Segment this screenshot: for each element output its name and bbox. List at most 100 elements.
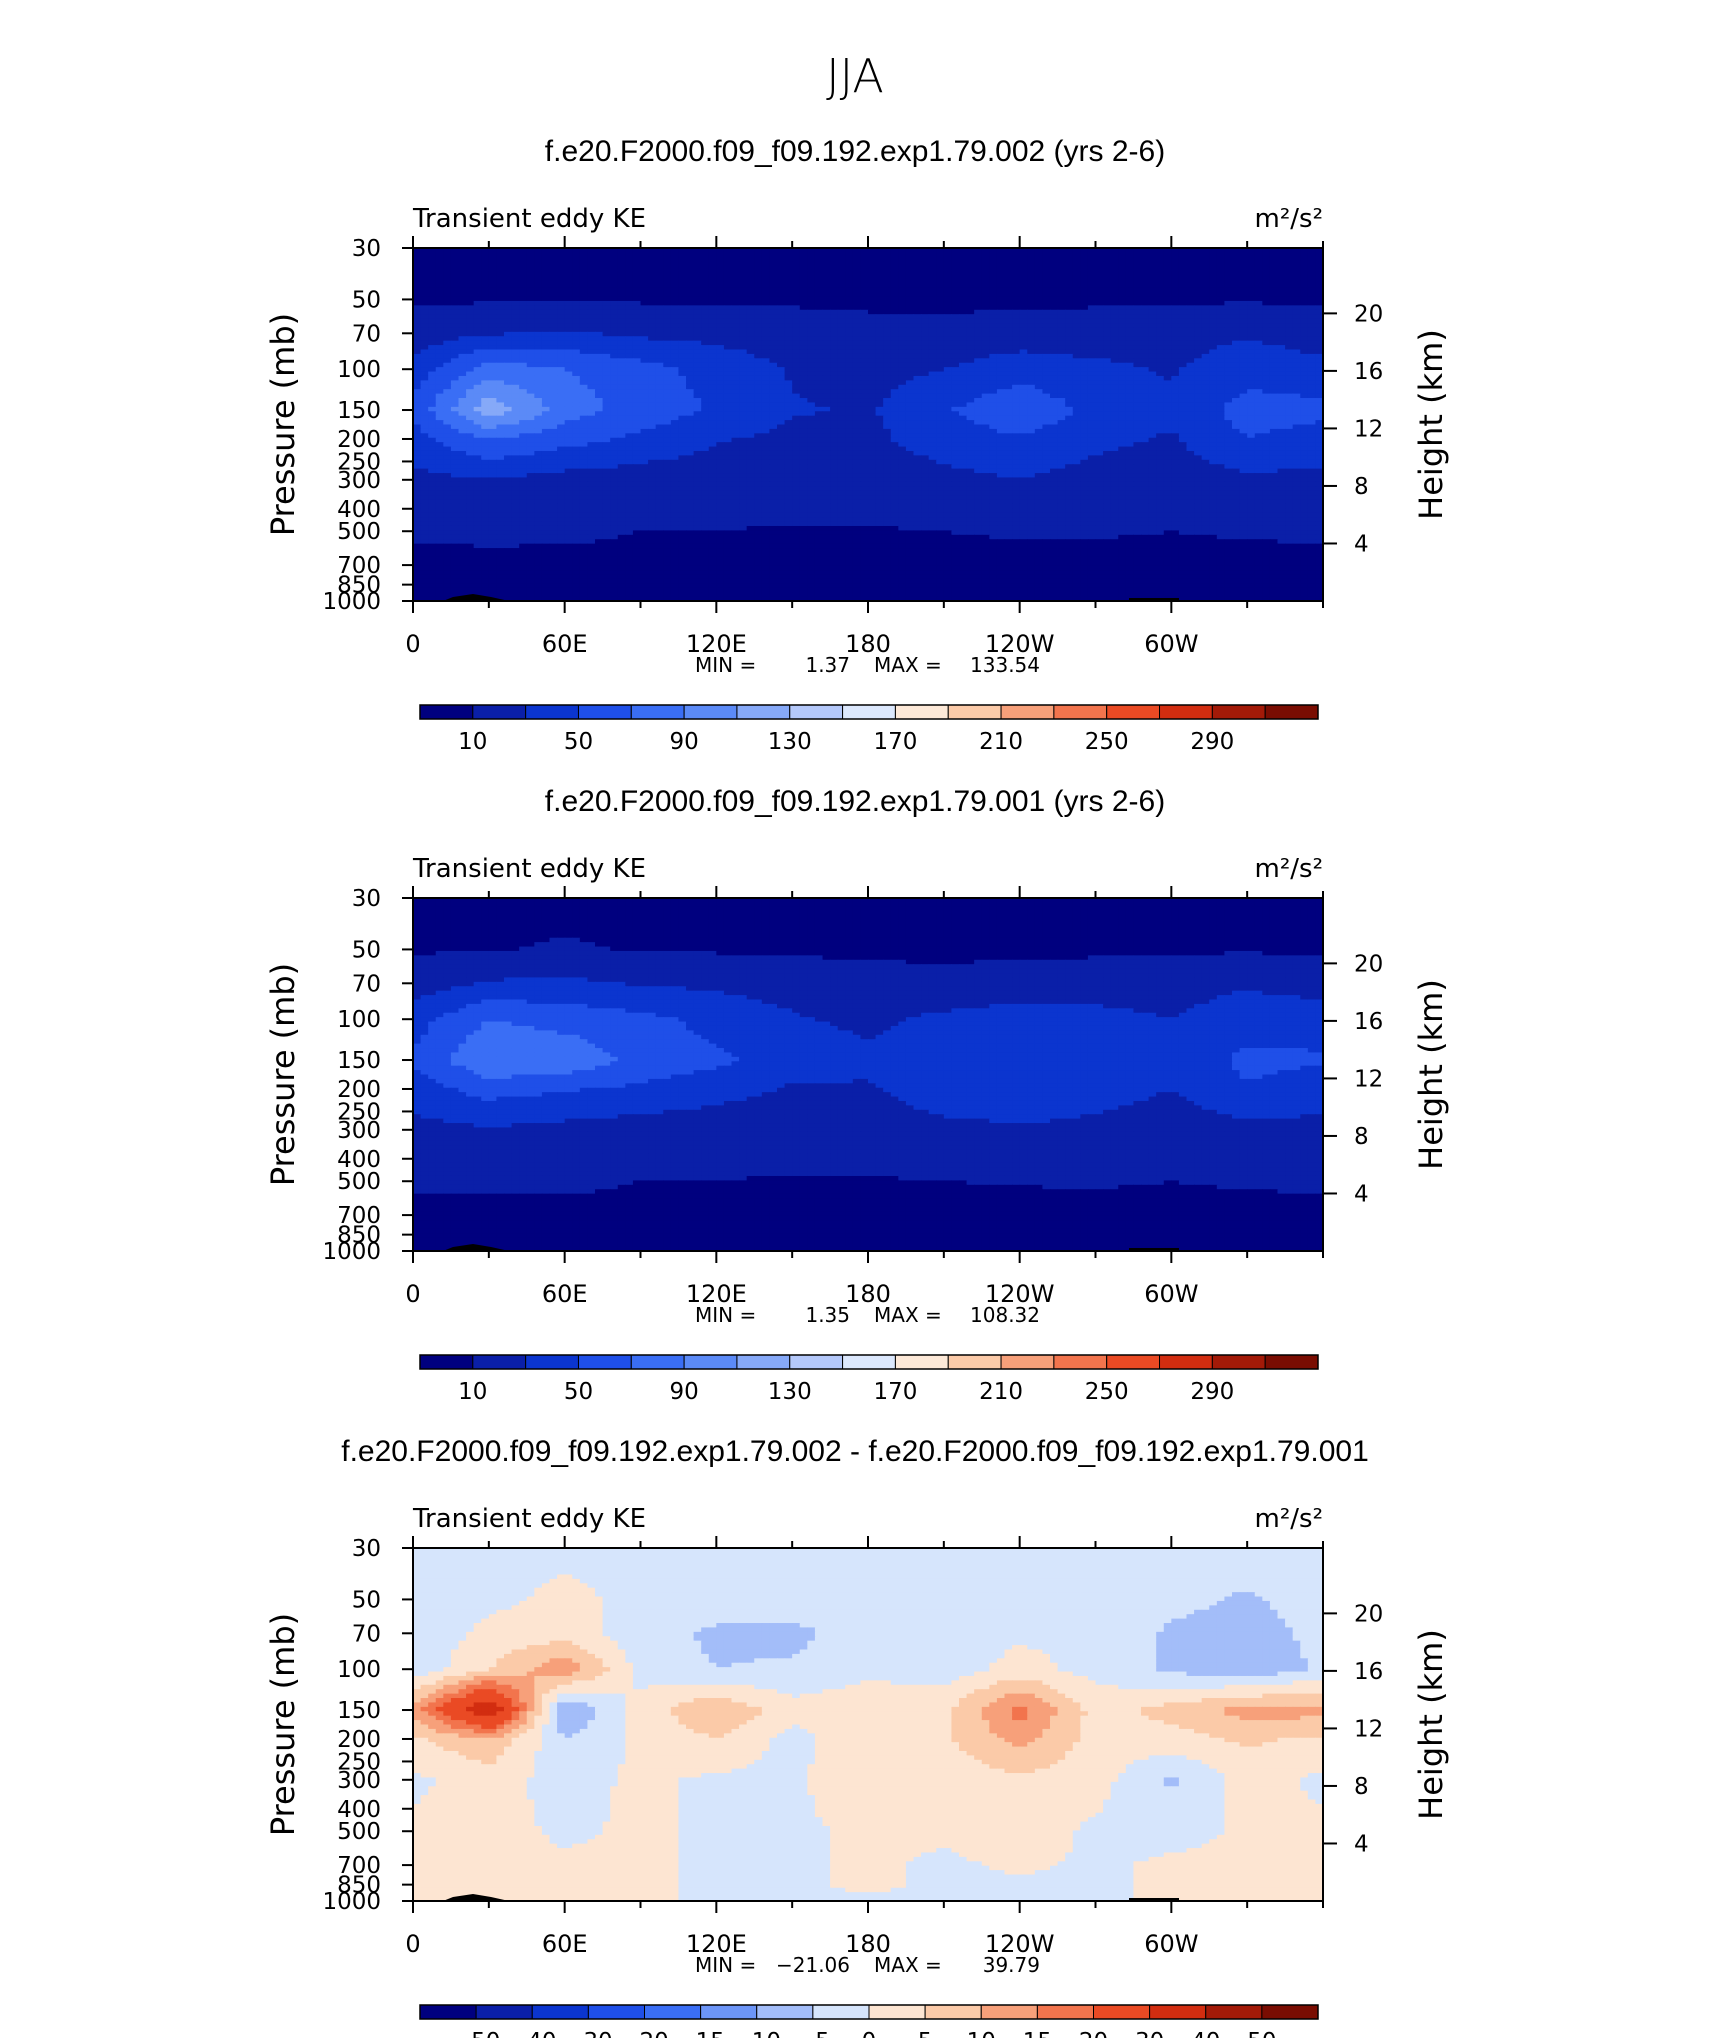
field-cell [1308,327,1316,332]
field-cell [1171,270,1179,275]
field-cell [807,301,815,306]
field-cell [989,310,997,315]
field-cell [572,314,580,319]
field-cell [504,266,512,271]
field-cell [906,297,914,302]
field-cell [830,367,838,372]
field-cell [527,341,535,346]
field-cell [936,323,944,328]
field-cell [443,358,451,363]
field-cell [580,332,588,337]
field-cell [1149,261,1157,266]
field-cell [527,349,535,354]
field-cell [898,297,906,302]
field-cell [557,349,565,354]
field-cell [459,327,467,332]
field-cell [967,341,975,346]
field-cell [466,257,474,262]
field-cell [1270,279,1278,284]
field-cell [739,270,747,275]
field-cell [527,305,535,310]
field-cell [466,283,474,288]
field-cell [883,288,891,293]
field-cell [838,292,846,297]
field-cell [732,323,740,328]
field-cell [694,367,702,372]
field-cell [1247,270,1255,275]
field-cell [1073,310,1081,315]
field-cell [709,279,717,284]
field-cell [1285,372,1293,377]
field-cell [1096,283,1104,288]
field-cell [443,283,451,288]
field-cell [1293,279,1301,284]
field-cell [512,380,520,385]
field-cell [1187,372,1195,377]
field-cell [951,252,959,257]
field-cell [906,319,914,324]
field-cell [785,332,793,337]
field-cell [860,305,868,310]
field-cell [769,314,777,319]
field-cell [777,297,785,302]
field-cell [982,380,990,385]
field-cell [1285,345,1293,350]
field-cell [1308,345,1316,350]
field-cell [762,261,770,266]
field-cell [1096,341,1104,346]
field-cell [914,292,922,297]
field-cell [769,270,777,275]
field-cell [936,297,944,302]
field-cell [1058,314,1066,319]
field-cell [1232,301,1240,306]
field-cell [815,288,823,293]
field-cell [860,297,868,302]
field-cell [671,323,679,328]
field-cell [572,372,580,377]
field-cell [1164,266,1172,271]
field-cell [1179,367,1187,372]
field-cell [1255,283,1263,288]
field-cell [701,349,709,354]
field-cell [724,261,732,266]
field-cell [845,327,853,332]
field-cell [868,332,876,337]
field-cell [701,336,709,341]
field-cell [625,358,633,363]
field-cell [1012,367,1020,372]
field-cell [929,376,937,381]
field-cell [1270,345,1278,350]
field-cell [1065,297,1073,302]
field-cell [845,279,853,284]
field-cell [853,292,861,297]
field-cell [1133,279,1141,284]
field-cell [451,385,459,390]
field-cell [678,310,686,315]
field-cell [1262,323,1270,328]
field-cell [678,372,686,377]
field-cell [1278,266,1286,271]
field-cell [694,274,702,279]
field-cell [428,257,436,262]
field-cell [1133,380,1141,385]
field-cell [1058,363,1066,368]
field-cell [921,341,929,346]
field-cell [762,310,770,315]
field-cell [936,363,944,368]
field-cell [860,380,868,385]
field-cell [496,376,504,381]
field-cell [656,292,664,297]
field-cell [618,327,626,332]
field-cell [997,341,1005,346]
field-cell [951,261,959,266]
field-cell [421,310,429,315]
field-cell [1035,274,1043,279]
field-cell [1164,336,1172,341]
field-cell [951,257,959,262]
field-cell [572,301,580,306]
field-cell [853,314,861,319]
field-cell [1111,327,1119,332]
field-cell [542,358,550,363]
field-cell [1020,266,1028,271]
field-cell [603,314,611,319]
